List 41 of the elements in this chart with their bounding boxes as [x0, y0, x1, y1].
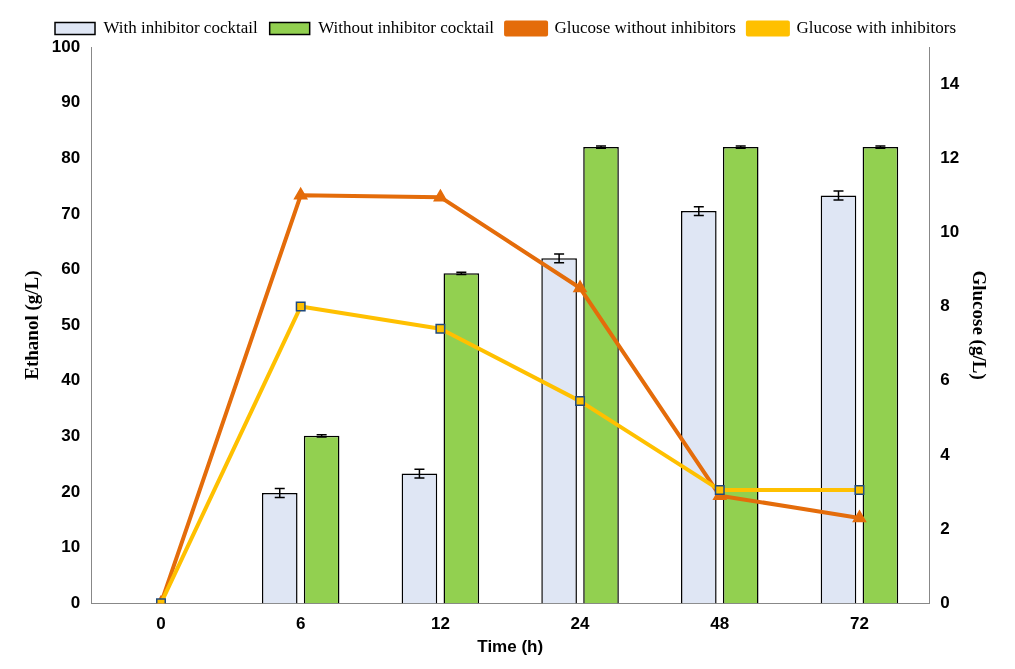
y2-tick-label: 14	[940, 73, 960, 93]
y2-tick-label: 6	[940, 370, 950, 390]
y-tick-label: 10	[61, 537, 81, 557]
y2-tick-label: 0	[940, 592, 950, 612]
x-tick-label: 24	[570, 614, 591, 634]
y-axis-title: Ethanol (g/L)	[21, 270, 44, 380]
y-tick-label: 100	[51, 36, 81, 56]
y-tick-label: 30	[61, 426, 81, 446]
y-tick-label: 90	[61, 92, 81, 112]
legend-label: Glucose with inhibitors	[796, 17, 956, 37]
y2-tick-label: 4	[940, 444, 951, 464]
legend-label: With inhibitor cocktail	[103, 17, 258, 37]
y2-tick-label: 12	[940, 147, 960, 167]
point	[573, 280, 587, 293]
y2-tick-label: 8	[940, 296, 950, 316]
point	[852, 510, 867, 523]
y2-tick-label: 2	[940, 518, 950, 538]
legend-label: Without inhibitor cocktail	[318, 17, 495, 37]
y-tick-label: 0	[70, 592, 81, 612]
x-tick-label: 12	[430, 614, 450, 634]
x-tick-label: 6	[295, 614, 306, 634]
point	[295, 301, 306, 312]
y-tick-label: 50	[61, 314, 81, 334]
x-tick-label: 72	[849, 614, 869, 634]
x-tick-label: 0	[156, 614, 166, 634]
point	[433, 189, 448, 202]
y-tick-label: 60	[61, 259, 81, 279]
y-tick-label: 70	[61, 203, 81, 223]
legend-label: Glucose without inhibitors	[554, 17, 736, 37]
y2-tick-label: 10	[940, 222, 960, 242]
point	[293, 187, 308, 200]
point	[854, 485, 865, 496]
y-tick-label: 40	[61, 370, 81, 390]
point	[575, 396, 586, 407]
point	[435, 323, 446, 334]
x-axis-title: Time (h)	[477, 637, 544, 657]
point	[714, 485, 725, 496]
y-tick-label: 20	[61, 481, 81, 501]
y2-axis-title: Glucose (g/L)	[967, 270, 990, 380]
y-tick-label: 80	[61, 147, 81, 167]
x-tick-label: 48	[710, 614, 730, 634]
